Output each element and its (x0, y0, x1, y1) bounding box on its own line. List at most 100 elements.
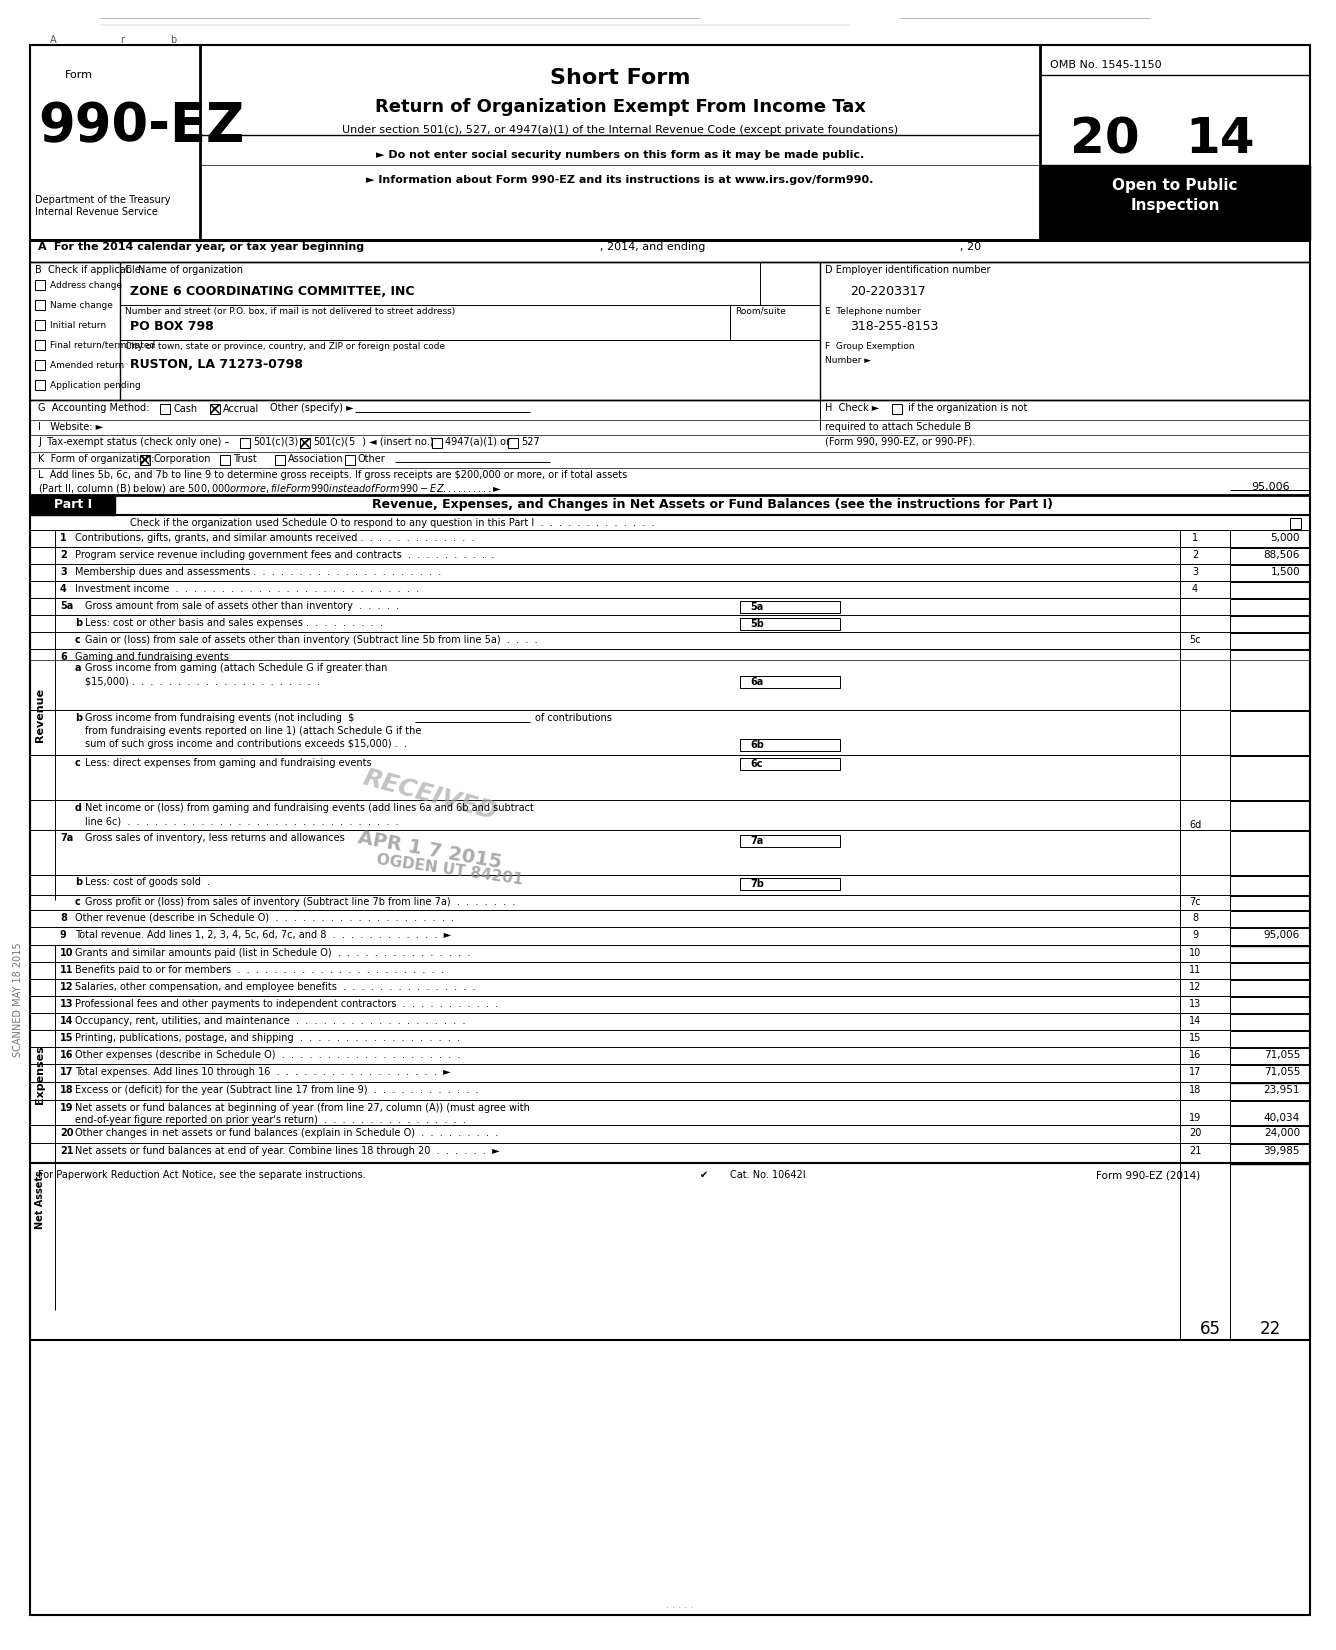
Bar (740, 878, 840, 889)
Text: J  Tax-exempt status (check only one) –: J Tax-exempt status (check only one) – (37, 437, 232, 447)
Text: 3: 3 (1192, 568, 1198, 577)
Text: 19: 19 (60, 1102, 73, 1114)
Text: Less: cost of goods sold  .: Less: cost of goods sold . (86, 878, 210, 888)
Text: 1: 1 (1192, 533, 1198, 543)
Text: Other: Other (358, 454, 386, 464)
Text: 1: 1 (60, 533, 67, 543)
Text: ✔: ✔ (700, 1170, 708, 1180)
Bar (740, 676, 840, 688)
Text: c: c (75, 898, 80, 908)
Text: ZONE 6 COORDINATING COMMITTEE, INC: ZONE 6 COORDINATING COMMITTEE, INC (130, 285, 414, 299)
Text: 12: 12 (1189, 982, 1201, 992)
Bar (1039, 165, 1311, 239)
Text: 14: 14 (1189, 1016, 1201, 1026)
Text: Benefits paid to or for members  .  .  .  .  .  .  .  .  .  .  .  .  .  .  .  . : Benefits paid to or for members . . . . … (75, 965, 444, 975)
Text: APR 1 7 2015: APR 1 7 2015 (357, 828, 504, 871)
Bar (35, 360, 45, 370)
Bar (35, 380, 45, 389)
Text: 5c: 5c (1189, 635, 1201, 645)
Text: 10: 10 (60, 949, 73, 959)
Text: B  Check if applicable:: B Check if applicable: (35, 266, 144, 276)
Text: 501(c)(: 501(c)( (313, 437, 349, 447)
Bar (29, 1163, 1311, 1340)
Text: 17: 17 (1189, 1068, 1201, 1077)
Text: A: A (37, 243, 47, 252)
Text: 4: 4 (1192, 584, 1198, 594)
Text: 318-255-8153: 318-255-8153 (850, 320, 938, 333)
Text: 4947(a)(1) or: 4947(a)(1) or (445, 437, 510, 447)
Text: 11: 11 (60, 965, 73, 975)
Text: 71,055: 71,055 (1264, 1049, 1300, 1059)
Text: 16: 16 (60, 1049, 73, 1059)
Text: 8: 8 (60, 912, 67, 922)
Text: Other changes in net assets or fund balances (explain in Schedule O)  .  .  .  .: Other changes in net assets or fund bala… (75, 1129, 498, 1138)
Text: Gain or (loss) from sale of assets other than inventory (Subtract line 5b from l: Gain or (loss) from sale of assets other… (86, 635, 537, 645)
Text: OMB No. 1545-1150: OMB No. 1545-1150 (1050, 59, 1161, 69)
Text: Net income or (loss) from gaming and fundraising events (add lines 6a and 6b and: Net income or (loss) from gaming and fun… (86, 804, 534, 813)
Text: if the organization is not: if the organization is not (904, 403, 1027, 412)
Text: r: r (120, 35, 124, 45)
Text: Trust: Trust (232, 454, 257, 464)
Text: Short Form: Short Form (549, 68, 691, 87)
Text: Other expenses (describe in Schedule O)  .  .  .  .  .  .  .  .  .  .  .  .  .  : Other expenses (describe in Schedule O) … (75, 1049, 461, 1059)
Text: City or town, state or province, country, and ZIP or foreign postal code: City or town, state or province, country… (126, 342, 445, 351)
Text: . . . . .: . . . . . (667, 1600, 693, 1610)
Text: 3: 3 (60, 568, 67, 577)
Text: of contributions: of contributions (534, 713, 612, 723)
Bar (35, 340, 45, 350)
Text: 9: 9 (60, 931, 67, 940)
Text: Form: Form (65, 69, 94, 79)
Text: Return of Organization Exempt From Income Tax: Return of Organization Exempt From Incom… (374, 97, 866, 116)
Text: 88,506: 88,506 (1264, 549, 1300, 559)
Text: 1,500: 1,500 (1271, 568, 1300, 577)
Text: 17: 17 (60, 1068, 73, 1077)
Text: , 20: , 20 (961, 243, 981, 252)
Text: Printing, publications, postage, and shipping  .  .  .  .  .  .  .  .  .  .  .  : Printing, publications, postage, and shi… (75, 1033, 460, 1043)
Text: 6c: 6c (749, 759, 763, 769)
Text: Gaming and fundraising events: Gaming and fundraising events (75, 652, 228, 662)
Text: 7c: 7c (1189, 898, 1201, 908)
Text: K  Form of organization:: K Form of organization: (37, 454, 155, 464)
Text: 5a: 5a (749, 602, 763, 612)
Text: 501(c)(3): 501(c)(3) (253, 437, 298, 447)
Text: c: c (75, 757, 80, 767)
Text: Revenue, Expenses, and Changes in Net Assets or Fund Balances (see the instructi: Revenue, Expenses, and Changes in Net As… (371, 498, 1053, 512)
Text: Salaries, other compensation, and employee benefits  .  .  .  .  .  .  .  .  .  : Salaries, other compensation, and employ… (75, 982, 476, 992)
Text: Room/suite: Room/suite (735, 307, 786, 317)
Text: Association: Association (289, 454, 343, 464)
Text: 14: 14 (1185, 116, 1255, 163)
Text: 20: 20 (1189, 1129, 1201, 1138)
Text: 65: 65 (1200, 1320, 1221, 1338)
Text: For the 2014 calendar year, or tax year beginning: For the 2014 calendar year, or tax year … (49, 243, 365, 252)
Text: Under section 501(c), 527, or 4947(a)(1) of the Internal Revenue Code (except pr: Under section 501(c), 527, or 4947(a)(1)… (342, 125, 898, 135)
Text: 13: 13 (1189, 998, 1201, 1010)
Text: 9: 9 (1192, 931, 1198, 940)
Text: Total expenses. Add lines 10 through 16  .  .  .  .  .  .  .  .  .  .  .  .  .  : Total expenses. Add lines 10 through 16 … (75, 1068, 450, 1077)
Bar (240, 437, 250, 449)
Text: 5a: 5a (60, 601, 73, 610)
Text: b: b (75, 619, 81, 629)
Text: Department of the Treasury
Internal Revenue Service: Department of the Treasury Internal Reve… (35, 195, 171, 216)
Text: Gross amount from sale of assets other than inventory  .  .  .  .  .: Gross amount from sale of assets other t… (86, 601, 399, 610)
Bar (35, 300, 45, 310)
Text: Excess or (deficit) for the year (Subtract line 17 from line 9)  .  .  .  .  .  : Excess or (deficit) for the year (Subtra… (75, 1086, 478, 1096)
Text: 39,985: 39,985 (1264, 1147, 1300, 1157)
Bar (740, 757, 840, 771)
Text: end-of-year figure reported on prior year's return)  .  .  .  .  .  .  .  .  .  : end-of-year figure reported on prior yea… (75, 1115, 466, 1125)
Text: Revenue: Revenue (35, 688, 45, 742)
Bar (29, 239, 1311, 262)
Text: Amended return: Amended return (49, 361, 124, 370)
Text: Gross sales of inventory, less returns and allowances: Gross sales of inventory, less returns a… (86, 833, 345, 843)
Text: b: b (75, 878, 81, 888)
Text: A: A (49, 35, 56, 45)
Text: Name change: Name change (49, 300, 112, 310)
Text: a: a (75, 663, 81, 673)
Bar (740, 835, 840, 846)
Text: 2: 2 (1192, 549, 1198, 559)
Text: Expenses: Expenses (35, 1046, 45, 1104)
Text: Gross income from gaming (attach Schedule G if greater than: Gross income from gaming (attach Schedul… (86, 663, 387, 673)
Bar (1291, 518, 1301, 530)
Text: 527: 527 (521, 437, 540, 447)
Bar (35, 320, 45, 330)
Text: Open to Public: Open to Public (1113, 178, 1237, 193)
